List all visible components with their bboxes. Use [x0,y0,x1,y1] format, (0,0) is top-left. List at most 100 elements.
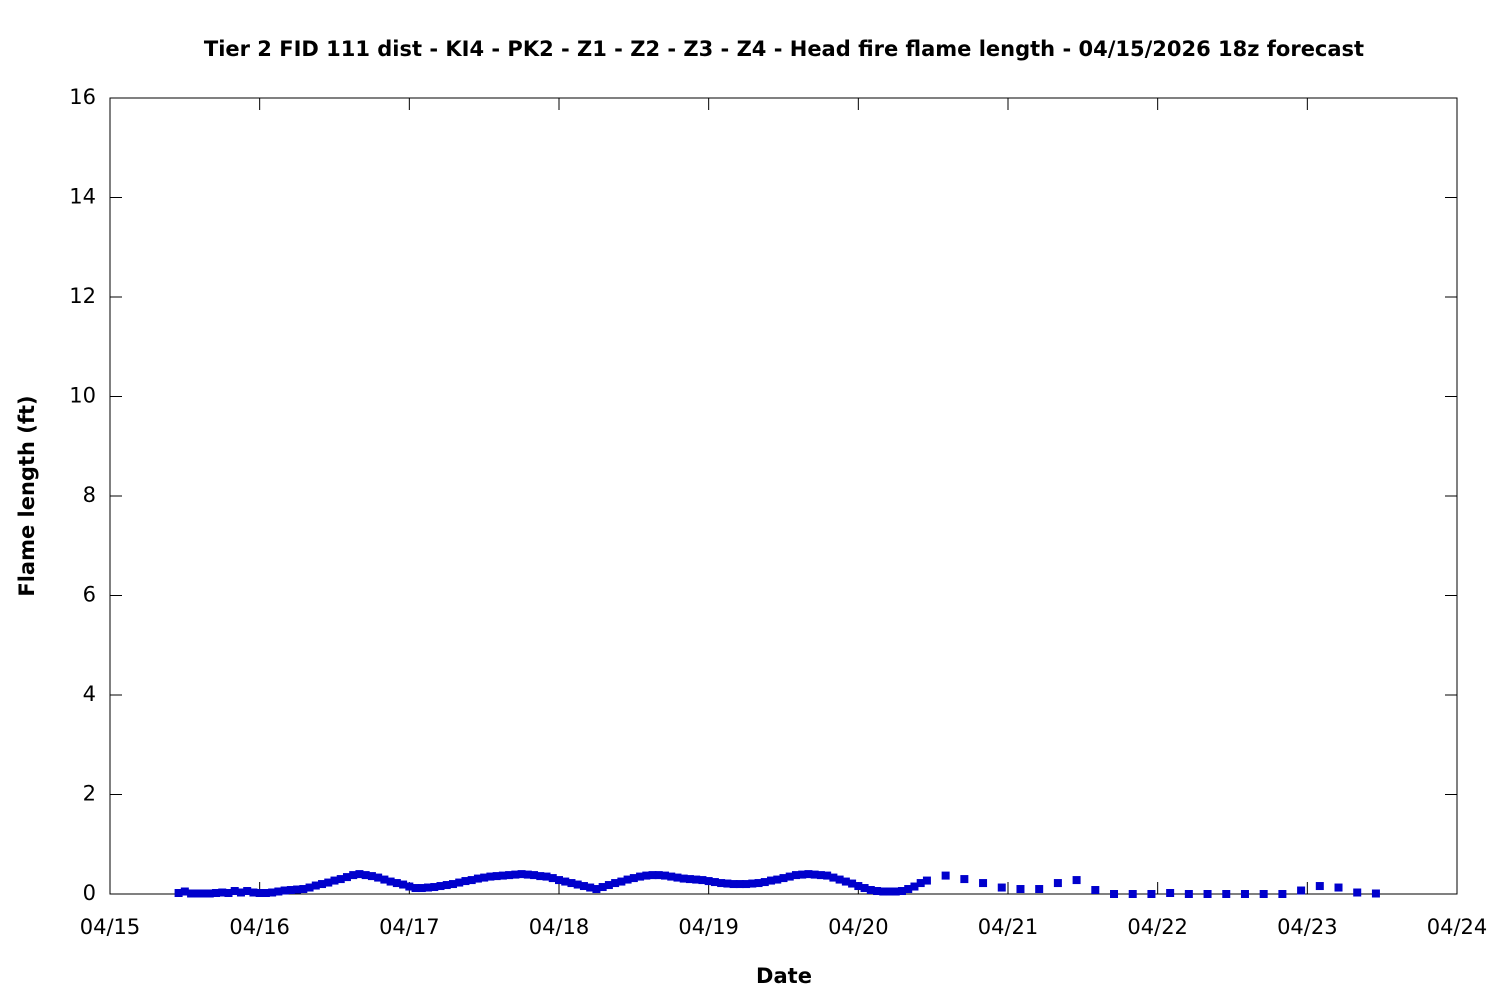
point [579,882,588,891]
point [361,871,370,880]
point [399,880,408,889]
point [891,887,900,896]
point [611,879,620,888]
point [1222,890,1231,898]
point [505,871,514,880]
point [367,872,376,881]
point [629,874,638,883]
point [848,879,857,888]
point [1035,885,1044,894]
point [735,880,744,889]
y-tick-label: 16 [69,85,96,109]
point [667,872,676,881]
point [754,879,763,888]
point [486,872,495,881]
point [854,882,863,891]
point [293,885,302,894]
point [767,876,776,885]
point [355,870,364,879]
point [873,887,882,896]
point [573,880,582,889]
point [636,872,645,881]
point [648,871,657,880]
point [710,878,719,887]
y-tick-label: 14 [69,185,96,209]
point [417,884,426,893]
point [330,876,339,885]
chart-title: Tier 2 FID 111 dist - KI4 - PK2 - Z1 - Z… [204,37,1364,61]
point [461,877,470,886]
point [717,879,726,888]
point [268,888,277,897]
point [230,887,239,896]
point [661,871,670,880]
point [979,879,988,888]
point [305,883,314,892]
point [823,871,832,880]
y-axis-label: Flame length (ft) [15,395,39,596]
point [243,887,252,896]
point [922,876,931,885]
x-tick-label: 04/20 [828,915,889,939]
point [885,887,894,896]
point [405,882,414,891]
x-axis-label: Date [756,964,812,988]
point [511,870,520,879]
point [623,875,632,884]
point [1203,890,1212,898]
point [567,879,576,888]
point [1128,890,1137,898]
point [692,875,701,884]
point [866,886,875,895]
point [455,878,464,887]
point [960,875,969,884]
point [1184,890,1193,898]
point [791,871,800,880]
point [523,870,532,879]
point [586,883,595,892]
point [617,877,626,886]
point [224,889,233,898]
point [997,883,1006,892]
point [1240,890,1249,898]
x-tick-label: 04/21 [978,915,1039,939]
point [411,884,420,893]
point [1166,889,1175,898]
point [311,881,320,890]
point [205,889,214,898]
x-tick-label: 04/22 [1127,915,1188,939]
point [654,871,663,880]
point [748,879,757,888]
point [1334,883,1343,892]
point [336,875,345,884]
point [517,870,526,879]
y-tick-label: 10 [69,384,96,408]
point [473,874,482,883]
point [561,877,570,886]
point [860,884,869,893]
point [816,871,825,880]
point [349,871,358,880]
point [773,875,782,884]
point [280,886,289,895]
point [835,875,844,884]
point [841,877,850,886]
point [342,873,351,882]
point [299,885,308,894]
point [729,880,738,889]
point [604,881,613,890]
y-tick-label: 8 [83,483,96,507]
plot-frame [109,97,1458,895]
point [592,885,601,894]
point [1147,890,1156,898]
point [498,871,507,880]
point [1353,888,1362,897]
x-tick-label: 04/23 [1277,915,1338,939]
point [916,879,925,888]
x-tick-label: 04/24 [1427,915,1488,939]
point [1259,890,1268,898]
point [448,880,457,889]
point [392,879,401,888]
point [536,872,545,881]
